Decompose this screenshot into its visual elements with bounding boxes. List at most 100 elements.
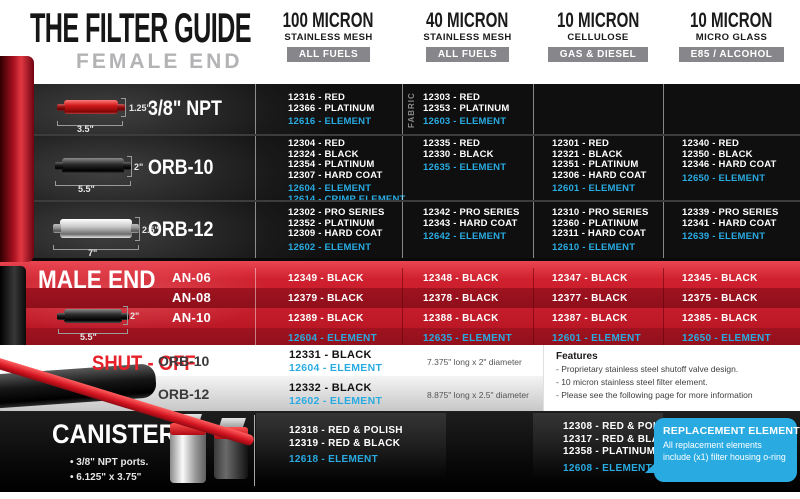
cell-npt-100micron: 12316 - RED 12366 - PLATINUM 12616 - ELEM…	[255, 84, 402, 134]
cell-npt-40micron: FABRIC 12303 - RED 12353 - PLATINUM 12603…	[402, 84, 533, 134]
part-number: 12341 - HARD COAT	[682, 217, 777, 229]
element-list: 12602 - ELEMENT	[288, 242, 402, 254]
element-part-number: 12604 - ELEMENT	[288, 183, 372, 194]
dimension-bracket	[58, 329, 128, 334]
part-number: 12388 - BLACK	[423, 313, 499, 324]
dimension-height: 1.25"	[129, 103, 151, 113]
part-number: 12360 - PLATINUM	[552, 217, 639, 229]
media-type: STAINLESS MESH	[284, 32, 373, 43]
part-number: 12308 - RED & POLISH	[563, 421, 677, 432]
canister-section: CANISTER • 3/8" NPT ports. • 6.125" x 3.7…	[0, 411, 800, 492]
dimension-bracket	[127, 156, 132, 177]
male-end-rows: AN-06 12349 - BLACK 12348 - BLACK 12347 …	[0, 268, 800, 345]
part-number: 12354 - PLATINUM	[288, 159, 375, 170]
fuel-badge: E85 / ALCOHOL	[678, 47, 785, 62]
part-number: 12324 - BLACK	[288, 148, 359, 160]
row-male-elements: 12604 - ELEMENT 12635 - ELEMENT 12601 - …	[0, 328, 800, 345]
stripe	[0, 328, 800, 345]
part-number: 12301 - RED	[552, 138, 610, 149]
micron-rating: 100 MICRON	[283, 9, 374, 32]
fuel-badge: GAS & DIESEL	[547, 47, 649, 62]
row-npt-left: 1.25" 3.5" 3/8" NPT	[0, 84, 255, 134]
page-title: THE FILTER GUIDE	[30, 4, 252, 51]
element-part-number: 12610 - ELEMENT	[552, 241, 636, 253]
cell-orb10-glass: 12340 - RED 12350 - BLACK 12346 - HARD COA…	[663, 136, 800, 200]
micron-rating: 40 MICRON	[426, 9, 509, 32]
element-part-number: 12601 - ELEMENT	[552, 333, 641, 344]
part-number: • 6.125" x 3.75"	[70, 472, 142, 483]
part-list: 12304 - RED 12324 - BLACK 12354 - PLATINUM…	[288, 138, 402, 181]
element-list: 12608 - ELEMENT	[563, 463, 677, 476]
cell-an06-40micron: 12348 - BLACK	[402, 268, 533, 288]
dimension-bracket	[121, 98, 126, 117]
canister-title: CANISTER	[52, 419, 177, 449]
dimension-bracket	[123, 306, 128, 325]
size-note: 8.875" long x 2.5" diameter	[427, 390, 529, 400]
part-number: 12353 - PLATINUM	[423, 102, 510, 114]
part-number: • 3/8" NPT ports.	[70, 457, 149, 468]
element-list: 12639 - ELEMENT	[682, 231, 800, 243]
cell-npt-glass	[663, 84, 800, 134]
dimension-bracket	[135, 217, 140, 241]
media-type: MICRO GLASS	[695, 32, 768, 43]
part-number: 12309 - HARD COAT	[288, 228, 383, 239]
fabric-vertical-label: FABRIC	[407, 92, 416, 128]
part-number: 12311 - HARD COAT	[552, 228, 647, 239]
element-list: 12616 - ELEMENT	[288, 116, 402, 128]
size-note: 7.375" long x 2" diameter	[427, 357, 522, 367]
part-list: 12303 - RED 12353 - PLATINUM	[423, 92, 533, 114]
part-list: 12302 - PRO SERIES 12352 - PLATINUM 12309 …	[288, 207, 402, 240]
element-list: 12603 - ELEMENT	[423, 116, 533, 128]
cell-an10-cellulose: 12387 - BLACK	[533, 308, 663, 328]
part-list: 12316 - RED 12366 - PLATINUM	[288, 92, 402, 114]
dimension-length: 7"	[88, 248, 98, 258]
element-part-number: 12604 - ELEMENT	[289, 362, 383, 374]
element-list: 12604 - ELEMENT 12614 - CRIMP ELEMENT	[288, 183, 405, 205]
canister-chrome-photo	[170, 414, 206, 483]
part-number: 12349 - BLACK	[288, 273, 364, 284]
cell-an08-40micron: 12378 - BLACK	[402, 288, 533, 308]
part-number: 12366 - PLATINUM	[288, 102, 375, 114]
dimension-length: 5.5"	[78, 184, 95, 194]
part-number: - Please see the following page for more…	[556, 390, 753, 400]
part-number: 12303 - RED	[423, 92, 481, 103]
row-orb12-left: 2.5" 7" ORB-12	[0, 202, 255, 258]
part-number: - Proprietary stainless steel shutoff va…	[556, 364, 739, 374]
part-number: 12307 - HARD COAT	[288, 169, 383, 181]
canister-specs: • 3/8" NPT ports. • 6.125" x 3.75"	[70, 455, 148, 485]
cell-an10-glass: 12385 - BLACK	[663, 308, 800, 328]
part-number: 12330 - BLACK	[423, 148, 494, 160]
row-an10: AN-10 12389 - BLACK 12388 - BLACK 12387 …	[0, 308, 800, 328]
element-part-number: 12639 - ELEMENT	[682, 231, 766, 242]
part-number: 12306 - HARD COAT	[552, 169, 647, 181]
part-number: 12310 - PRO SERIES	[552, 207, 649, 218]
features-box: Features - Proprietary stainless steel s…	[543, 345, 800, 411]
part-number: 12350 - BLACK	[682, 148, 753, 160]
cell-orb12-cellulose: 12310 - PRO SERIES 12360 - PLATINUM 12311 …	[533, 202, 663, 258]
part-number: - 10 micron stainless steel filter eleme…	[556, 377, 708, 387]
red-filter-photo	[64, 100, 118, 114]
cell-male-element-40micron: 12635 - ELEMENT	[402, 328, 533, 345]
micron-rating: 10 MICRON	[690, 9, 773, 32]
part-number: 12321 - BLACK	[552, 148, 623, 160]
part-number: 12342 - PRO SERIES	[423, 207, 520, 218]
part-number: 12389 - BLACK	[288, 313, 364, 324]
cell-an08-100micron: 12379 - BLACK	[255, 288, 402, 308]
element-part-number: 12618 - ELEMENT	[289, 454, 378, 465]
row-label-an06: AN-06	[172, 270, 212, 285]
part-number: 12339 - PRO SERIES	[682, 207, 779, 218]
part-list: 12308 - RED & POLISH 12317 - RED & BLACK 1…	[563, 421, 677, 459]
row-label-npt: 3/8" NPT	[148, 97, 222, 120]
cell-canister-cellulose: 12308 - RED & POLISH 12317 - RED & BLACK 1…	[563, 421, 677, 475]
element-list: 12601 - ELEMENT	[552, 183, 663, 195]
part-number: 12302 - PRO SERIES	[288, 207, 385, 218]
part-number: 12347 - BLACK	[552, 273, 628, 284]
dimension-height: 2"	[130, 311, 140, 321]
column-headers: 100 MICRON STAINLESS MESH ALL FUELS 40 M…	[255, 10, 800, 62]
row-label-shutoff-orb12: ORB-12	[158, 386, 210, 402]
element-part-number: 12635 - ELEMENT	[423, 162, 507, 173]
features-title: Features	[556, 351, 598, 362]
element-part-number: 12603 - ELEMENT	[423, 116, 507, 127]
part-number: 12375 - BLACK	[682, 293, 758, 304]
